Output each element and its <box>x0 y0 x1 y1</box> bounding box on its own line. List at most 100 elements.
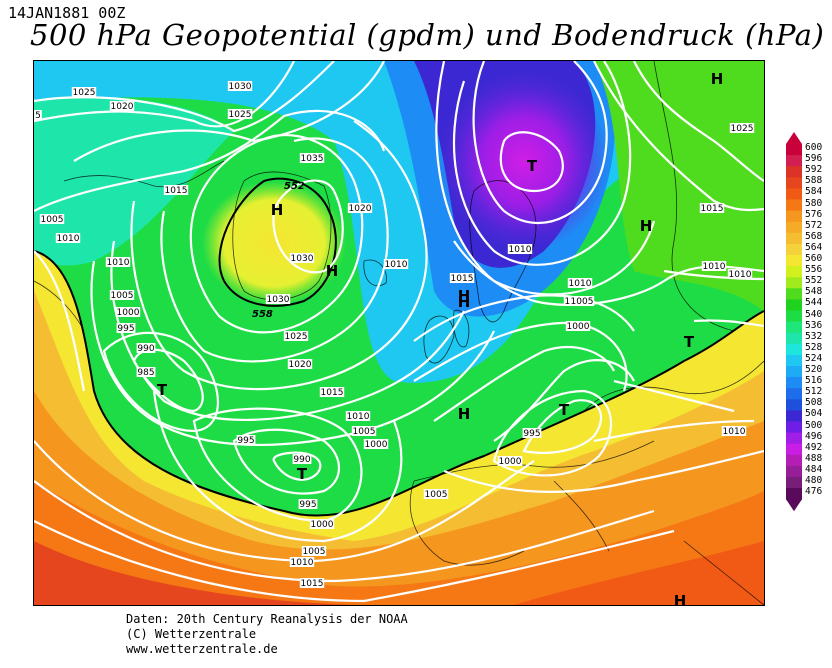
scale-swatch <box>786 221 802 234</box>
scale-value-label: 528 <box>805 341 823 353</box>
isobar-label-bg <box>507 244 533 254</box>
scale-value-label: 500 <box>805 419 823 431</box>
isobar-label-bg <box>34 110 42 120</box>
scale-arrow-down <box>786 499 802 512</box>
scale-swatch <box>786 399 802 411</box>
isobar-label: 1035 <box>301 154 324 164</box>
map-title: 500 hPa Geopotential (gpdm) und Bodendru… <box>30 18 825 52</box>
isobar-label-bg <box>351 426 377 436</box>
scale-value-label: 548 <box>805 286 823 298</box>
isobar-label-bg <box>109 101 135 111</box>
scale-value-label: 576 <box>805 208 823 220</box>
isobar-label: 1030 <box>267 295 290 305</box>
isobar-label: 1000 <box>499 457 522 467</box>
scale-value-label: 488 <box>805 452 823 464</box>
scale-value-label: 520 <box>805 364 823 375</box>
isobar-label-bg <box>163 185 189 195</box>
scale-swatch <box>786 155 802 167</box>
isobar-label: 1010 <box>107 258 130 268</box>
isobar-label: 1030 <box>229 82 252 92</box>
isobar-label: 990 <box>137 344 154 354</box>
credit-website[interactable]: www.wetterzentrale.de <box>126 642 278 656</box>
isobar-label-bg <box>347 203 373 213</box>
isobar-label-bg <box>105 257 131 267</box>
isobar-label: 1015 <box>451 274 474 284</box>
scale-value-label: 496 <box>805 430 823 442</box>
scale-swatch <box>786 477 802 489</box>
scale-swatch <box>786 188 802 200</box>
scale-swatch <box>786 232 802 245</box>
scale-swatch <box>786 354 802 367</box>
high-pressure-marker: H <box>458 293 471 311</box>
scale-swatch <box>786 421 802 434</box>
scale-swatch <box>786 410 802 422</box>
scale-value-label: 492 <box>805 441 823 453</box>
scale-value-label: 536 <box>805 319 823 331</box>
scale-swatch <box>786 277 802 289</box>
isobar-label-bg <box>567 278 593 288</box>
scale-value-label: 552 <box>805 275 823 287</box>
isobar-label-bg <box>289 253 315 263</box>
credit-data-source: Daten: 20th Century Reanalysis der NOAA <box>126 612 408 626</box>
scale-value-label: 532 <box>805 330 823 342</box>
scale-swatch <box>786 332 802 345</box>
isobar-label: 1000 <box>567 322 590 332</box>
scale-value-label: 584 <box>805 186 823 198</box>
scale-swatch <box>786 210 802 223</box>
isobar-label-bg <box>345 411 371 421</box>
isobar-label-bg <box>287 359 313 369</box>
isobar-label-bg <box>55 233 81 243</box>
scale-value-label: 572 <box>805 219 823 231</box>
isobar-label: 1025 <box>229 110 252 120</box>
scale-swatch <box>786 432 802 445</box>
isobar-label-bg <box>569 296 595 306</box>
scale-swatch <box>786 177 802 189</box>
isobar-label-bg <box>301 546 327 556</box>
isobar-label-bg <box>319 387 345 397</box>
isobar-label: 1000 <box>365 440 388 450</box>
scale-arrow-up <box>786 132 802 144</box>
scale-swatch <box>786 166 802 178</box>
isobar-label-bg <box>136 367 156 377</box>
geopot-label: 552 <box>284 181 305 192</box>
scale-swatch <box>786 144 802 156</box>
scale-value-label: 556 <box>805 264 823 276</box>
isobar-label: 1010 <box>509 245 532 255</box>
high-pressure-marker: H <box>640 217 653 235</box>
isobar-label: 990 <box>293 455 310 465</box>
isobar-label-bg <box>298 499 318 509</box>
isobar-label: 1010 <box>291 558 314 568</box>
isobar-label-bg <box>136 343 156 353</box>
isobar-label: 1015 <box>701 204 724 214</box>
scale-swatch <box>786 366 802 378</box>
isobar-label: 1020 <box>349 204 372 214</box>
isobar-label-bg <box>227 109 253 119</box>
scale-swatch <box>786 255 802 267</box>
scale-value-label: 600 <box>805 142 823 153</box>
isobar-label: 1010 <box>57 234 80 244</box>
scale-value-label: 568 <box>805 230 823 242</box>
isobar-label-bg <box>449 273 475 283</box>
isobar-label-bg <box>299 153 325 163</box>
color-scale: 600 596 592 588 584 580 576 572 568 564 560 556 552 5… <box>786 132 822 532</box>
isobar-label: 1005 <box>425 490 448 500</box>
isobar-label-bg <box>383 259 409 269</box>
isobar-label-bg <box>39 214 65 224</box>
scale-swatch <box>786 465 802 478</box>
isobar-label: 1020 <box>289 360 312 370</box>
isobar-label: 995 <box>299 500 316 510</box>
high-pressure-marker: H <box>326 262 339 280</box>
isobar-label-bg <box>227 81 253 91</box>
isobar-label: 1005 <box>353 427 376 437</box>
scale-swatch <box>786 266 802 278</box>
scale-value-label: 512 <box>805 386 823 398</box>
scale-value-label: 588 <box>805 175 823 187</box>
scale-value-label: 540 <box>805 308 823 320</box>
scale-swatch <box>786 321 802 334</box>
isobar-label-bg <box>363 439 389 449</box>
date-label: 14JAN1881 00Z <box>8 4 126 22</box>
isobar-label: 1005 <box>111 291 134 301</box>
scale-value-label: 524 <box>805 352 823 364</box>
scale-value-label: 580 <box>805 197 823 209</box>
scale-value-label: 476 <box>805 486 823 498</box>
